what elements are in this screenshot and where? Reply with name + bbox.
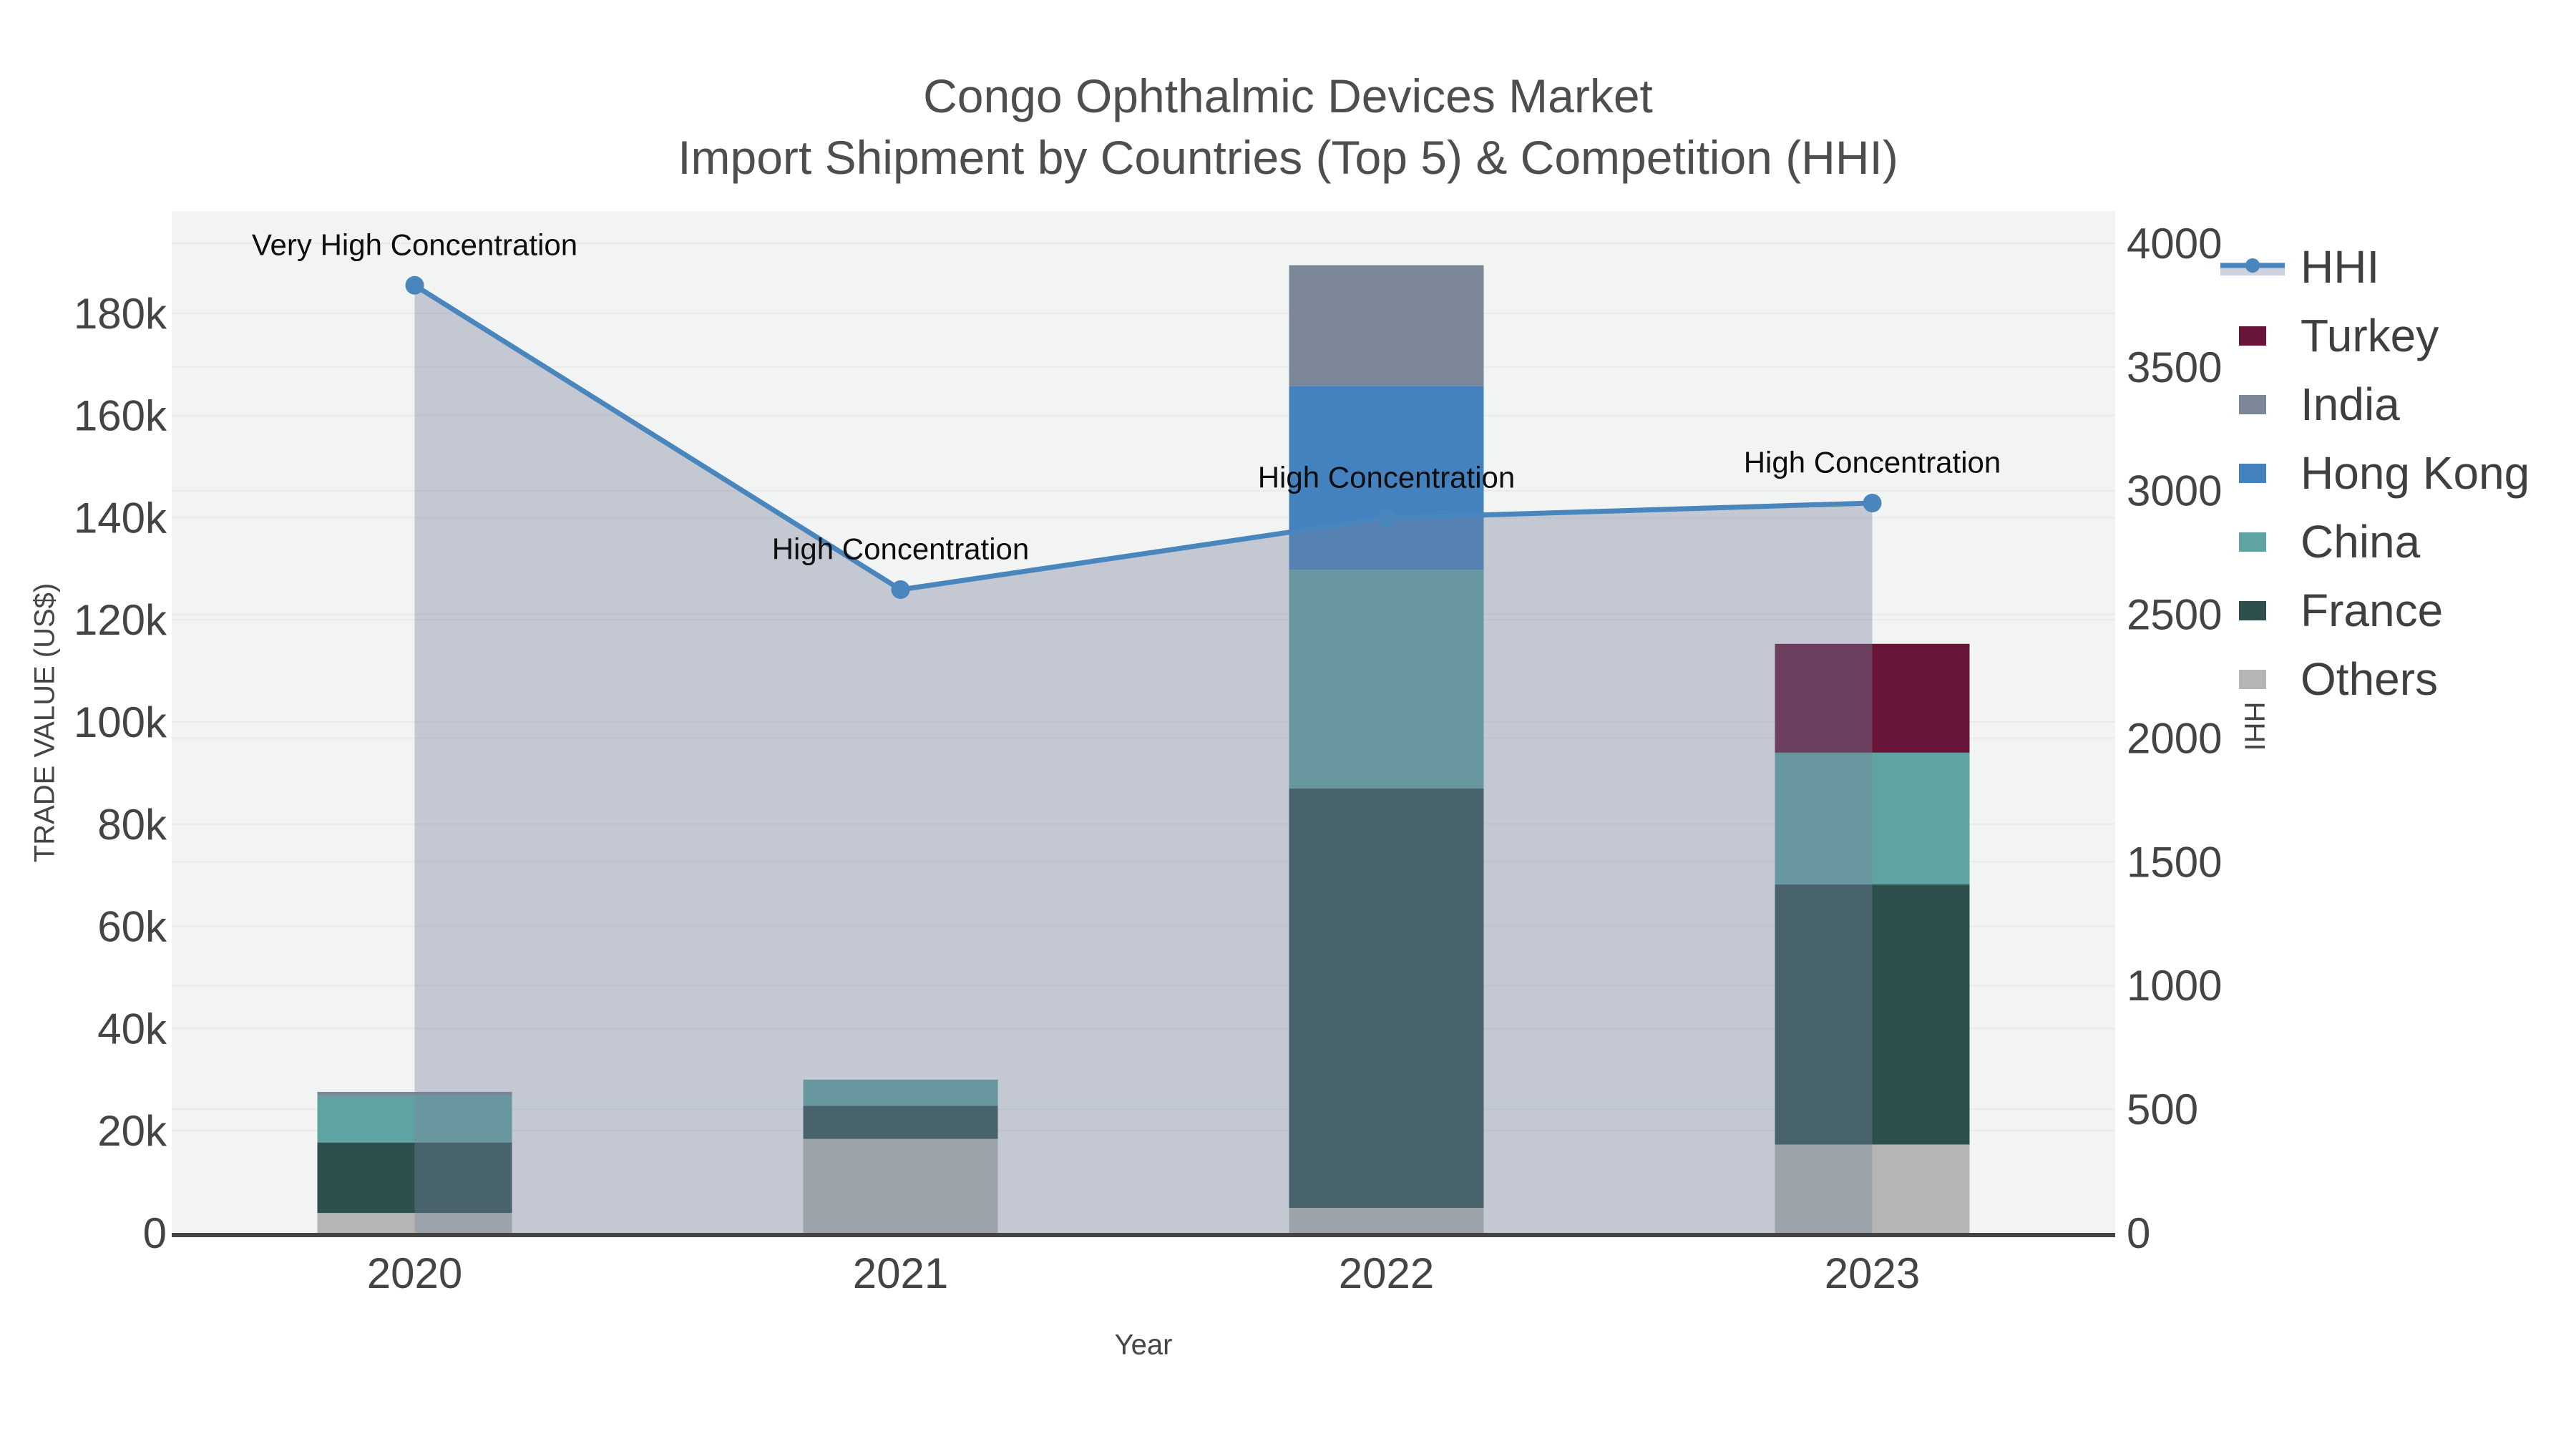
chart-title-line1: Congo Ophthalmic Devices Market xyxy=(923,69,1653,122)
annotation-2022: High Concentration xyxy=(1258,460,1516,494)
bar-segment-india-2022 xyxy=(1289,265,1484,386)
bar-segment-others-2021 xyxy=(803,1138,998,1233)
y-right-tick: 2000 xyxy=(2127,714,2222,762)
x-tick-2021: 2021 xyxy=(853,1249,948,1297)
y-left-tick: 0 xyxy=(143,1209,167,1257)
color-swatch xyxy=(2239,394,2266,414)
legend-label: Turkey xyxy=(2301,310,2439,361)
annotation-2021: High Concentration xyxy=(772,532,1030,566)
x-axis-title: Year xyxy=(1114,1329,1173,1361)
chart-title-line2: Import Shipment by Countries (Top 5) & C… xyxy=(678,131,1898,184)
x-tick-2023: 2023 xyxy=(1825,1249,1920,1297)
y-right-tick: 3500 xyxy=(2127,343,2222,391)
y-axis-left-title: TRADE VALUE (US$) xyxy=(29,582,61,863)
legend-item-hong-kong: Hong Kong xyxy=(2220,439,2529,507)
y-left-tick: 160k xyxy=(74,392,167,440)
bar-segment-france-2023 xyxy=(1775,884,1970,1145)
legend-swatch-turkey xyxy=(2220,301,2285,370)
bar-segment-france-2022 xyxy=(1289,788,1484,1209)
bar-series xyxy=(317,265,1970,1233)
y-left-tick: 60k xyxy=(97,903,167,951)
bar-segment-france-2021 xyxy=(803,1106,998,1139)
color-swatch xyxy=(2239,463,2266,483)
bar-segment-hong-kong-2022 xyxy=(1289,386,1484,570)
bar-segment-others-2022 xyxy=(1289,1208,1484,1233)
y-left-tick: 80k xyxy=(97,801,167,849)
legend-line-symbol xyxy=(2220,233,2285,301)
legend-item-turkey: Turkey xyxy=(2220,301,2529,370)
hhi-marker-2021 xyxy=(891,580,910,600)
color-swatch xyxy=(2239,669,2266,689)
y-right-tick: 2500 xyxy=(2127,591,2222,639)
hhi-marker-2020 xyxy=(405,275,424,295)
legend-label: France xyxy=(2301,585,2444,636)
legend-item-france: France xyxy=(2220,576,2529,645)
bar-segment-france-2020 xyxy=(317,1142,512,1214)
hhi-marker-2023 xyxy=(1863,494,1882,512)
y-right-tick: 4000 xyxy=(2127,220,2222,268)
legend-item-others: Others xyxy=(2220,645,2529,713)
legend: HHI Turkey India Hong Kong China France Others xyxy=(2220,233,2529,713)
y-left-tick: 140k xyxy=(74,494,167,542)
bar-segment-china-2022 xyxy=(1289,570,1484,789)
y-left-tick: 100k xyxy=(74,698,167,746)
bar-segment-others-2020 xyxy=(317,1213,512,1233)
hhi-marker-2022 xyxy=(1377,508,1396,527)
y-right-tick: 500 xyxy=(2127,1085,2198,1133)
color-swatch xyxy=(2239,326,2266,346)
legend-swatch-china xyxy=(2220,507,2285,576)
legend-label: Others xyxy=(2301,653,2439,705)
y-right-tick: 0 xyxy=(2127,1209,2150,1257)
legend-swatch-india xyxy=(2220,370,2285,439)
y-left-tick: 120k xyxy=(74,596,167,644)
y-right-tick: 1000 xyxy=(2127,962,2222,1010)
y-left-tick: 40k xyxy=(97,1005,167,1053)
bar-segment-others-2023 xyxy=(1775,1144,1970,1233)
legend-item-india: India xyxy=(2220,370,2529,439)
legend-swatch-hong-kong xyxy=(2220,439,2285,507)
legend-item-hhi: HHI xyxy=(2220,233,2529,301)
x-tick-2020: 2020 xyxy=(367,1249,462,1297)
legend-swatch-others xyxy=(2220,645,2285,713)
tick-labels: 0 20k 40k 60k 80k 100k 120k 140k 160k 180k 0 500 100… xyxy=(74,220,2223,1297)
legend-item-china: China xyxy=(2220,507,2529,576)
y-right-tick: 3000 xyxy=(2127,467,2222,515)
legend-label: HHI xyxy=(2301,241,2380,293)
bar-segment-turkey-2023 xyxy=(1775,643,1970,753)
annotation-2020: Very High Concentration xyxy=(252,228,577,261)
legend-label: Hong Kong xyxy=(2301,447,2530,499)
bar-segment-china-2020 xyxy=(317,1095,512,1143)
y-left-tick: 20k xyxy=(97,1107,167,1155)
legend-swatch-france xyxy=(2220,576,2285,645)
legend-label: India xyxy=(2301,379,2400,430)
bar-segment-china-2021 xyxy=(803,1079,998,1106)
y-right-tick: 1500 xyxy=(2127,838,2222,886)
hhi-line xyxy=(413,283,1873,592)
x-tick-2022: 2022 xyxy=(1339,1249,1434,1297)
annotation-2023: High Concentration xyxy=(1744,446,2001,479)
y-left-tick: 180k xyxy=(74,290,167,338)
color-swatch xyxy=(2239,532,2266,552)
color-swatch xyxy=(2239,600,2266,620)
legend-label: China xyxy=(2301,516,2421,567)
hhi-area-fill xyxy=(414,285,1873,1234)
bar-segment-india-2020 xyxy=(317,1091,512,1096)
bar-segment-china-2023 xyxy=(1775,752,1970,885)
